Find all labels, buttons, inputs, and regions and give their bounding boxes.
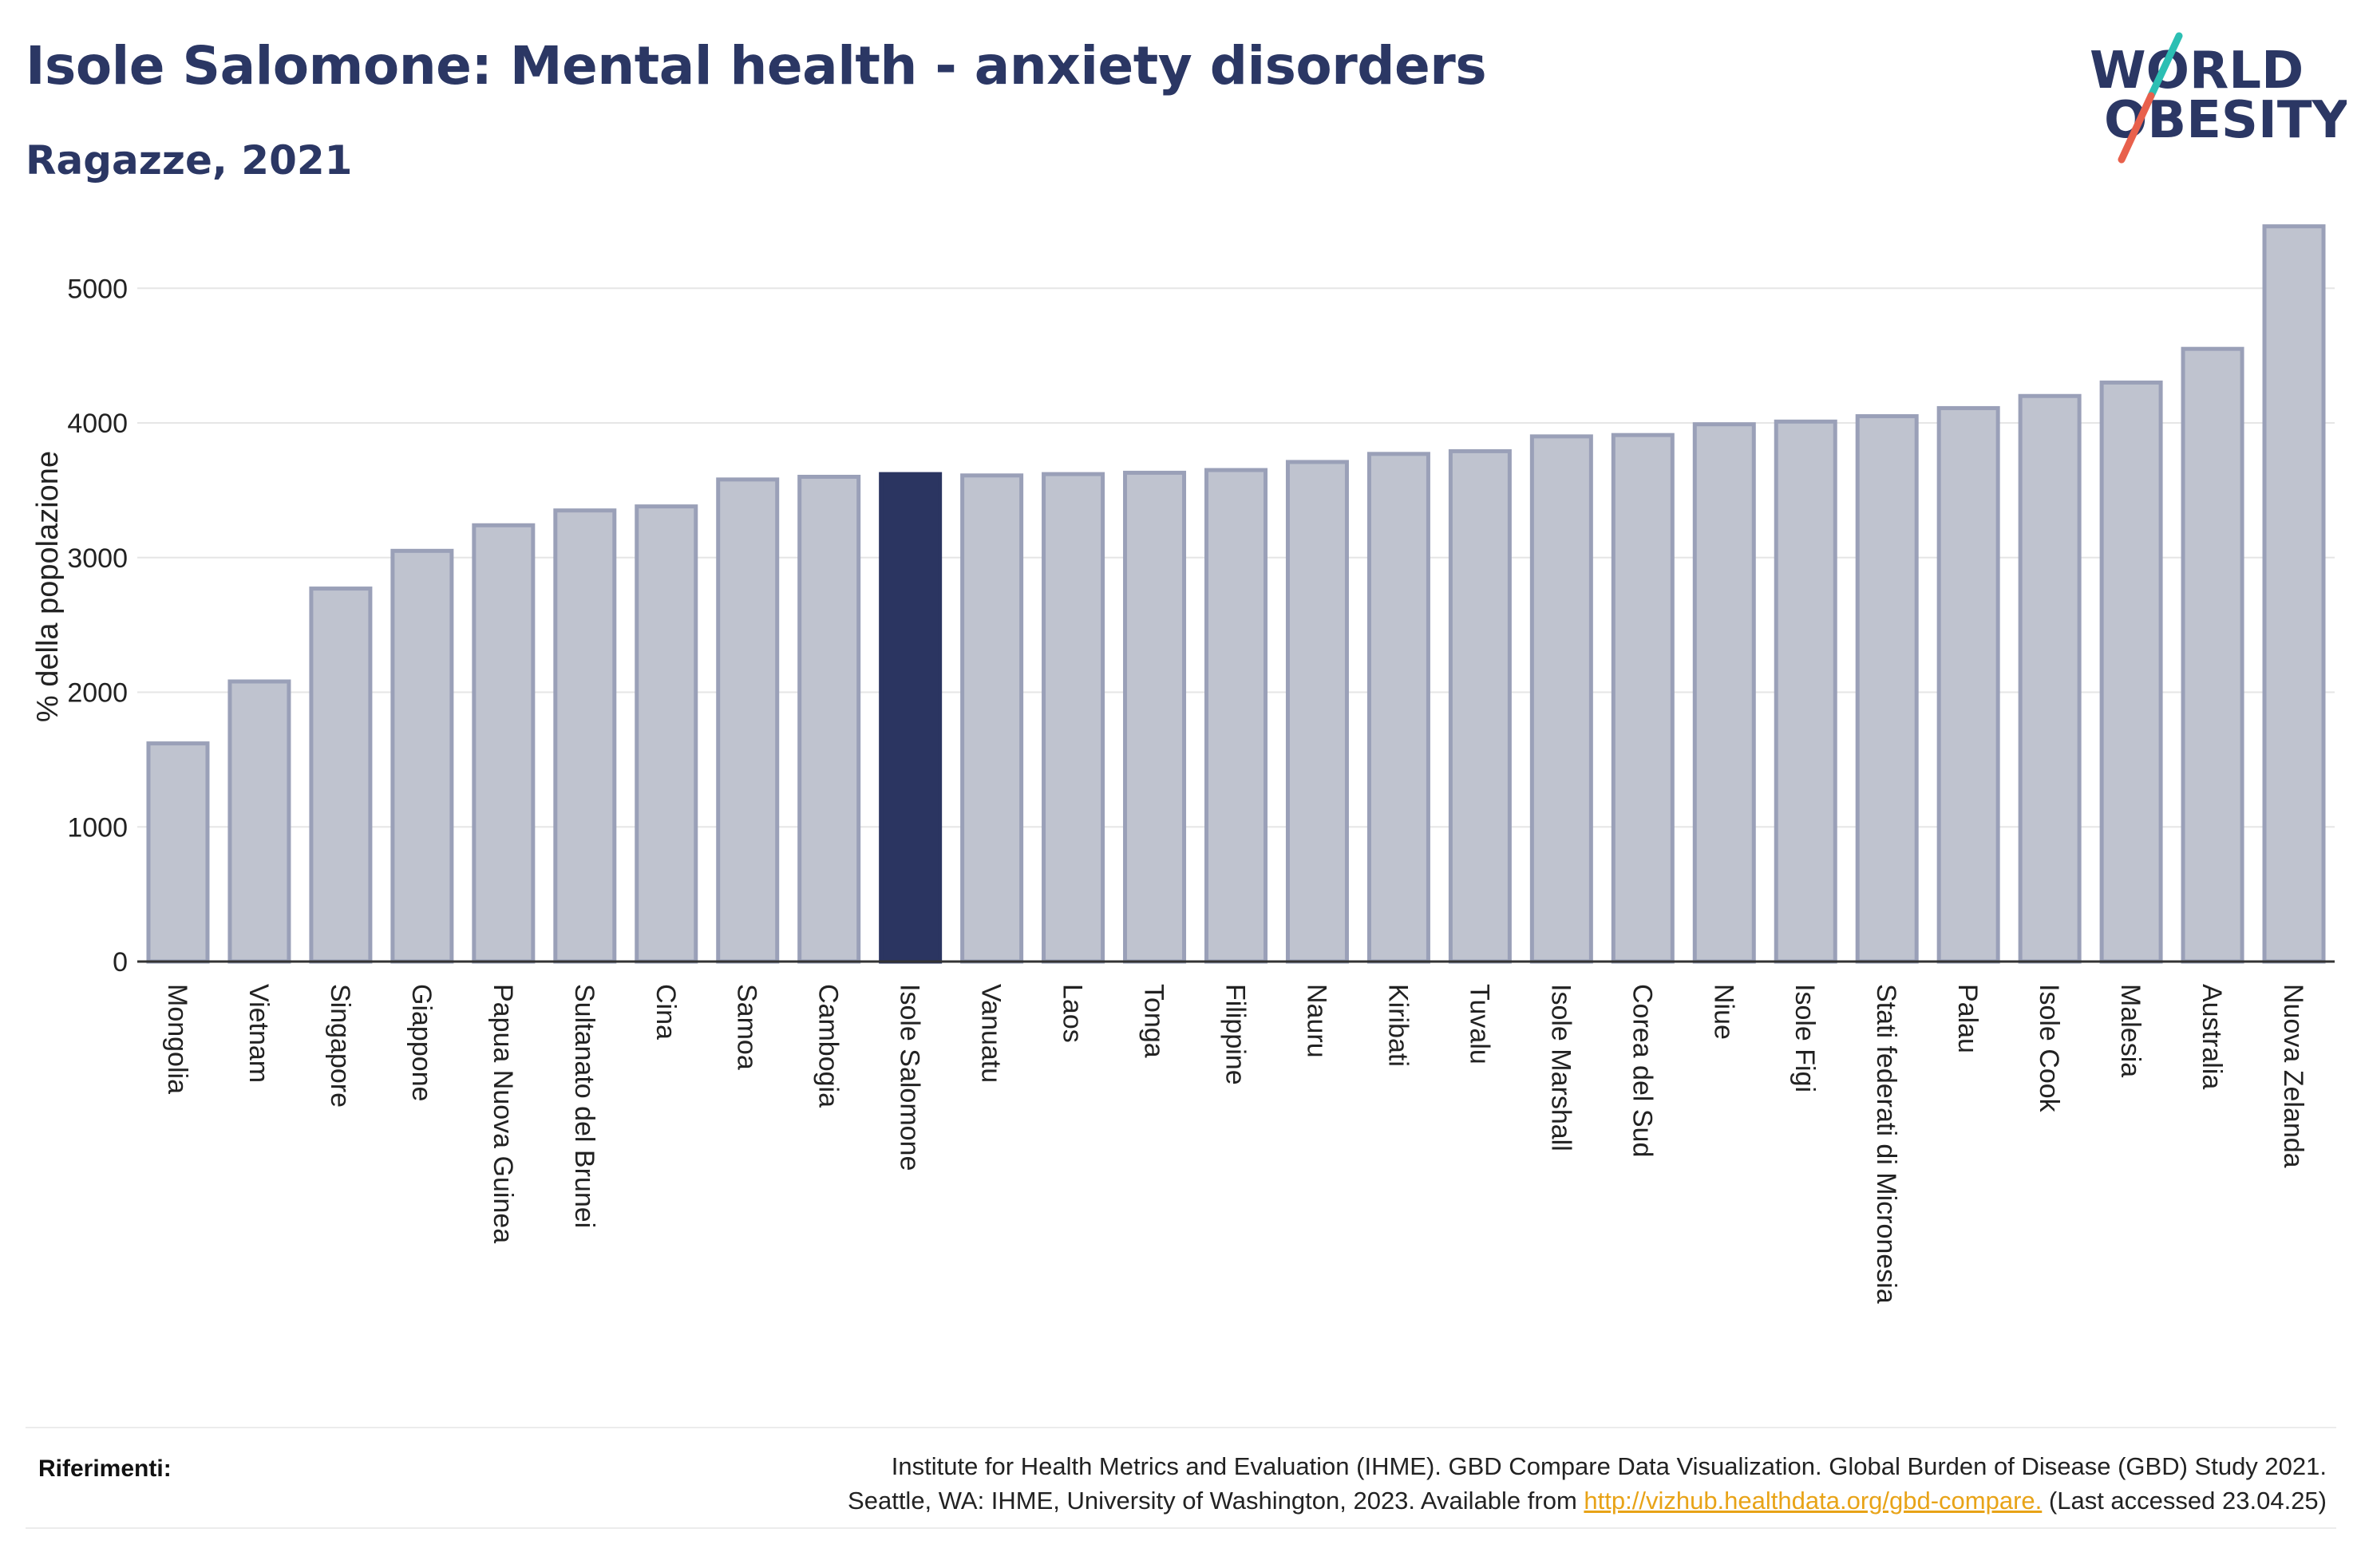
bar <box>797 475 861 964</box>
y-tick-label: 2000 <box>67 678 128 709</box>
bar <box>2262 224 2326 964</box>
y-tick-label: 4000 <box>67 409 128 439</box>
logo-slash-top-icon <box>2147 32 2183 100</box>
x-tick-label: Tonga <box>1139 984 1169 1058</box>
chart-title: Isole Salomone: Mental health - anxiety … <box>26 35 1487 97</box>
y-tick-label: 3000 <box>67 543 128 574</box>
x-tick-label: Palau <box>1952 984 1983 1053</box>
bar <box>1123 470 1187 964</box>
logo-slash-bottom-icon <box>2118 92 2155 164</box>
y-tick-label: 0 <box>113 947 128 978</box>
bar <box>2018 393 2082 964</box>
bar <box>1936 405 2000 964</box>
x-tick-label: Laos <box>1058 984 1088 1043</box>
y-axis-label: % della popolazione <box>31 451 65 722</box>
bar-chart: 0 1000 2000 3000 4000 5000 % della popolazione… <box>31 224 2335 1304</box>
bar <box>960 473 1024 964</box>
x-tick-label: Vanuatu <box>976 984 1006 1083</box>
x-tick-label: Mongolia <box>162 984 192 1094</box>
bar <box>1448 448 1512 964</box>
y-tick-label: 1000 <box>67 812 128 843</box>
x-tick-label: Cambogia <box>813 984 844 1108</box>
x-tick-label: Vietnam <box>243 984 274 1083</box>
x-tick-label: Cina <box>651 984 681 1040</box>
y-tick-label: 5000 <box>67 274 128 304</box>
bar <box>879 472 943 964</box>
references-line1: Institute for Health Metrics and Evaluat… <box>891 1452 2327 1480</box>
references-line2-suffix: (Last accessed 23.04.25) <box>2042 1487 2327 1515</box>
x-tick-label: Stati federati di Micronesia <box>1871 984 1901 1304</box>
x-tick-label: Isole Marshall <box>1545 984 1576 1151</box>
x-tick-label: Sultanato del Brunei <box>569 984 599 1228</box>
bar <box>146 741 210 964</box>
x-tick-label: Niue <box>1708 984 1738 1040</box>
chart-subtitle: Ragazze, 2021 <box>26 137 353 184</box>
bar <box>2181 346 2244 964</box>
logo-svg: WORLD OBESITY <box>2090 32 2349 164</box>
bar <box>309 587 373 964</box>
x-tick-label: Nuova Zelanda <box>2278 984 2308 1168</box>
bar <box>1611 432 1675 964</box>
x-tick-label: Malesia <box>2115 984 2145 1077</box>
references-label: Riferimenti: <box>38 1455 172 1482</box>
bar <box>1774 419 1837 964</box>
x-tick-label: Kiribati <box>1382 984 1413 1067</box>
references-box: Riferimenti: Institute for Health Metric… <box>26 1427 2336 1529</box>
references-link[interactable]: http://vizhub.healthdata.org/gbd-compare… <box>1584 1487 2043 1515</box>
bar <box>1204 468 1268 964</box>
x-tick-label: Isole Salomone <box>895 984 925 1171</box>
x-tick-label: Isole Figi <box>1790 984 1820 1092</box>
bar <box>635 504 698 964</box>
x-tick-label: Australia <box>2197 984 2227 1089</box>
x-tick-label: Nauru <box>1301 984 1331 1058</box>
bar <box>1855 414 1919 964</box>
x-tick-label: Filippine <box>1220 984 1251 1085</box>
bar <box>1529 434 1593 964</box>
x-tick-label: Samoa <box>732 984 762 1070</box>
bar <box>716 477 780 964</box>
bar <box>1692 422 1756 964</box>
x-tick-label: Isole Cook <box>2034 984 2064 1113</box>
bar <box>1366 452 1430 964</box>
bar <box>472 523 536 964</box>
x-tick-label: Giappone <box>406 984 437 1101</box>
bar <box>2099 380 2163 964</box>
references-line2: Seattle, WA: IHME, University of Washing… <box>848 1483 2327 1518</box>
logo-line1: WORLD <box>2090 41 2304 101</box>
references-text: Institute for Health Metrics and Evaluat… <box>848 1449 2327 1518</box>
bar <box>1285 460 1349 964</box>
bar <box>1042 472 1105 964</box>
bar <box>553 508 617 964</box>
bar <box>227 679 291 964</box>
references-line2-prefix: Seattle, WA: IHME, University of Washing… <box>848 1487 1584 1515</box>
x-tick-label: Tuvalu <box>1464 984 1494 1064</box>
x-tick-label: Singapore <box>325 984 355 1108</box>
bar <box>390 548 454 964</box>
world-obesity-logo: WORLD OBESITY <box>2075 32 2349 168</box>
x-tick-label: Papua Nuova Guinea <box>488 984 518 1243</box>
x-tick-label: Corea del Sud <box>1627 984 1657 1157</box>
